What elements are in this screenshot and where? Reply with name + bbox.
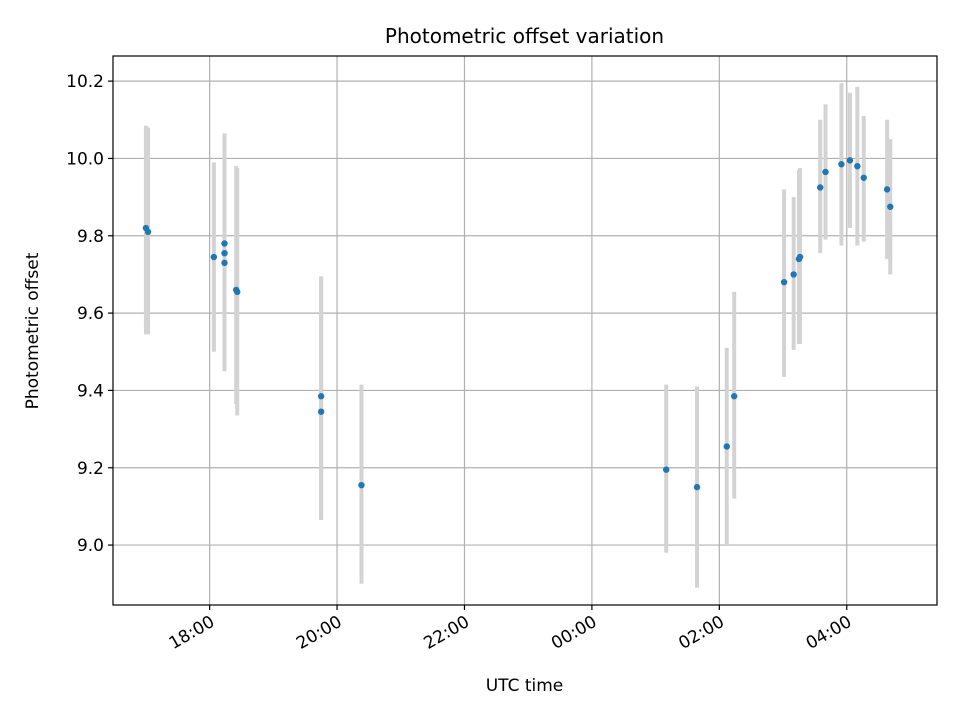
data-point — [816, 184, 824, 191]
data-point — [693, 483, 701, 491]
data-point — [822, 168, 829, 176]
y-tick-label: 9.0 — [77, 536, 104, 556]
data-point — [317, 393, 325, 400]
data-point — [846, 157, 854, 164]
y-axis-label: Photometric offset — [23, 252, 43, 409]
data-point — [838, 161, 845, 168]
y-tick-label: 10.2 — [66, 72, 104, 92]
data-point — [221, 259, 228, 267]
data-point — [210, 253, 218, 261]
data-point — [317, 408, 325, 415]
data-point — [358, 481, 365, 489]
data-point — [144, 228, 152, 236]
data-point — [221, 249, 228, 257]
data-point — [883, 186, 891, 193]
data-point — [860, 174, 867, 181]
data-point — [730, 393, 738, 400]
data-points — [142, 157, 894, 491]
data-point — [221, 240, 228, 247]
y-tick-label: 9.8 — [77, 227, 104, 247]
data-point — [723, 443, 730, 450]
y-axis-ticks: 9.0 9.2 9.4 9.6 9.8 10.0 10.2 — [66, 72, 113, 556]
data-point — [887, 203, 894, 210]
data-point — [663, 466, 670, 473]
chart-title: Photometric offset variation — [385, 24, 664, 48]
x-axis-label: UTC time — [486, 676, 564, 696]
y-tick-label: 9.4 — [77, 381, 104, 401]
data-point — [780, 278, 788, 286]
plot-frame — [112, 55, 938, 606]
data-point — [796, 253, 804, 261]
y-tick-label: 9.2 — [77, 459, 104, 479]
y-tick-label: 10.0 — [66, 149, 104, 169]
data-point — [234, 288, 241, 296]
data-point — [790, 271, 797, 278]
data-point — [854, 162, 861, 170]
y-tick-label: 9.6 — [77, 304, 104, 324]
